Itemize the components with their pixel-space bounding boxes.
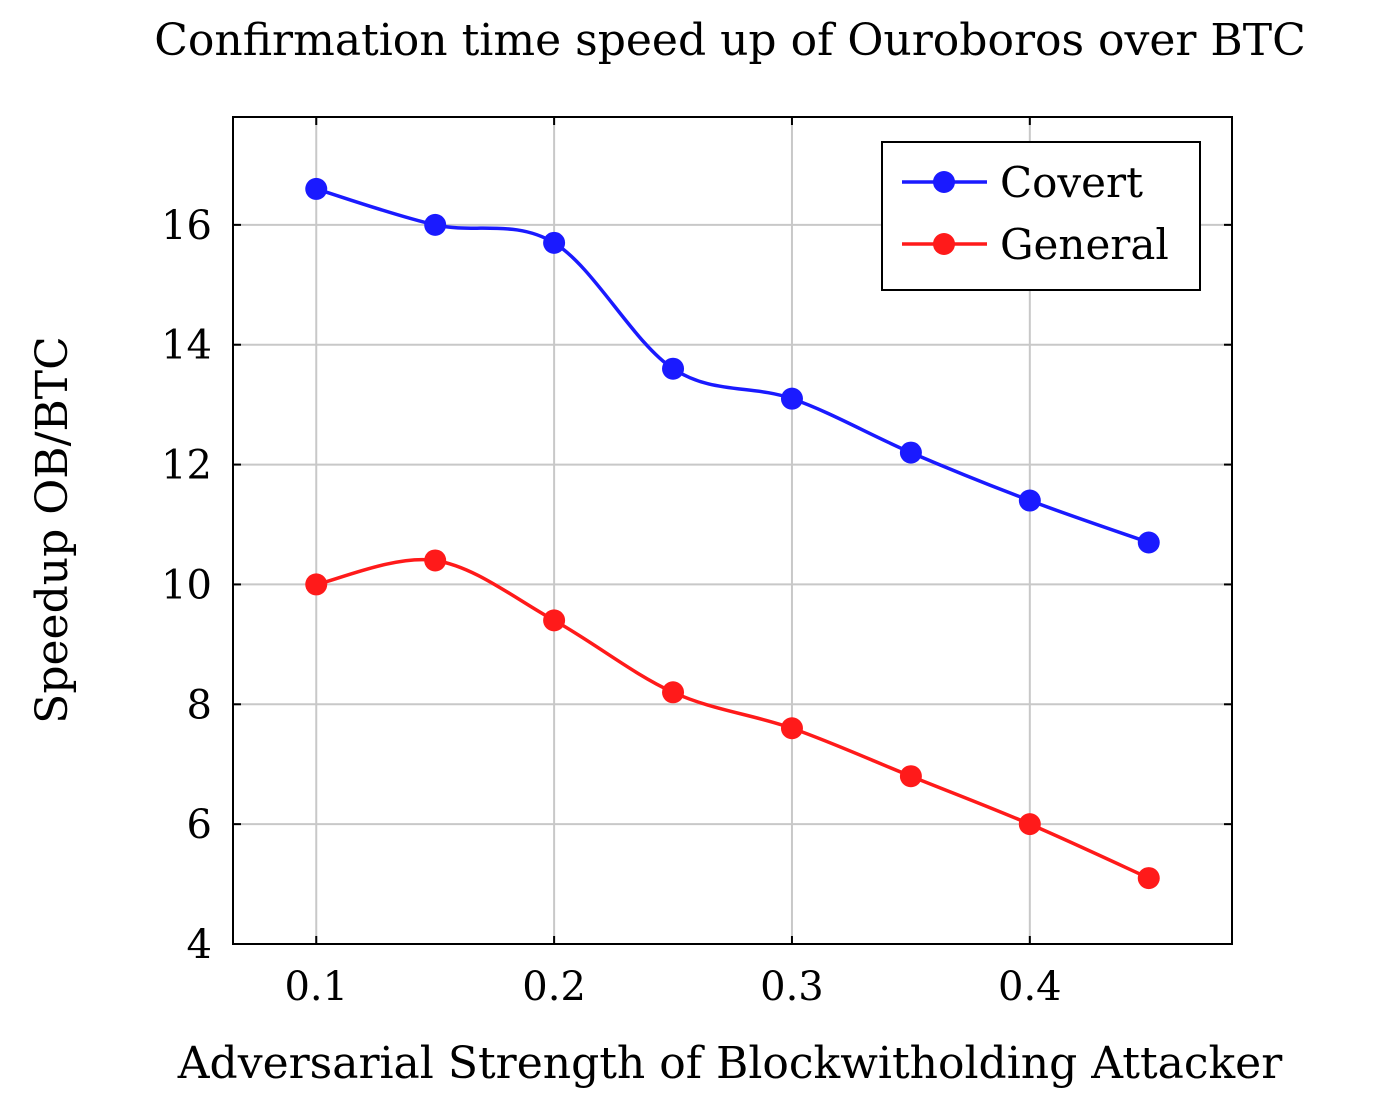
series-line-covert	[315, 187, 1150, 545]
data-point-general	[424, 549, 447, 572]
data-point-general	[662, 681, 685, 704]
series-line-general	[315, 557, 1150, 880]
data-point-covert	[543, 231, 566, 254]
series-layer	[305, 177, 1160, 890]
data-point-covert	[1018, 489, 1041, 512]
x-axis-title: Adversarial Strength of Blockwitholding …	[177, 1038, 1283, 1089]
x-tick-label: 0.2	[522, 964, 586, 1010]
data-point-covert	[1137, 531, 1160, 554]
x-tick-label: 0.1	[284, 964, 348, 1010]
legend-label-covert: Covert	[1000, 158, 1143, 207]
y-tick-label: 14	[161, 323, 212, 369]
data-point-covert	[305, 177, 328, 200]
axis-ticks: 0.1 0.2 0.3 0.4 4 6 8 10 12 14 16	[161, 117, 1232, 1010]
y-tick-label: 12	[161, 443, 212, 489]
chart-title: Confirmation time speed up of Ouroboros …	[154, 15, 1306, 66]
legend-marker-covert	[933, 171, 955, 193]
y-tick-label: 8	[187, 682, 212, 728]
legend-marker-general	[933, 233, 955, 255]
legend-item-covert: Covert	[902, 158, 1143, 207]
data-point-general	[1018, 813, 1041, 836]
plot-frame	[232, 116, 1233, 945]
data-point-covert	[424, 213, 447, 236]
data-point-general	[543, 609, 566, 632]
legend-label-general: General	[1000, 220, 1169, 269]
y-tick-label: 10	[161, 562, 212, 608]
x-tick-label: 0.3	[760, 964, 824, 1010]
y-tick-label: 6	[187, 802, 212, 848]
legend-box	[881, 141, 1201, 291]
data-point-general	[899, 765, 922, 788]
data-point-general	[780, 717, 803, 740]
x-tick-label: 0.4	[998, 964, 1062, 1010]
y-axis-title: Speedup OB/BTC	[27, 336, 78, 724]
data-point-covert	[662, 357, 685, 380]
data-point-covert	[899, 441, 922, 464]
y-tick-label: 16	[161, 203, 212, 249]
legend-item-general: General	[902, 220, 1169, 269]
legend: Covert General	[881, 141, 1201, 291]
y-tick-label: 4	[187, 922, 212, 968]
series-general	[305, 549, 1160, 890]
data-point-general	[1137, 867, 1160, 890]
series-covert	[305, 177, 1160, 554]
data-point-covert	[780, 387, 803, 410]
data-point-general	[305, 573, 328, 596]
